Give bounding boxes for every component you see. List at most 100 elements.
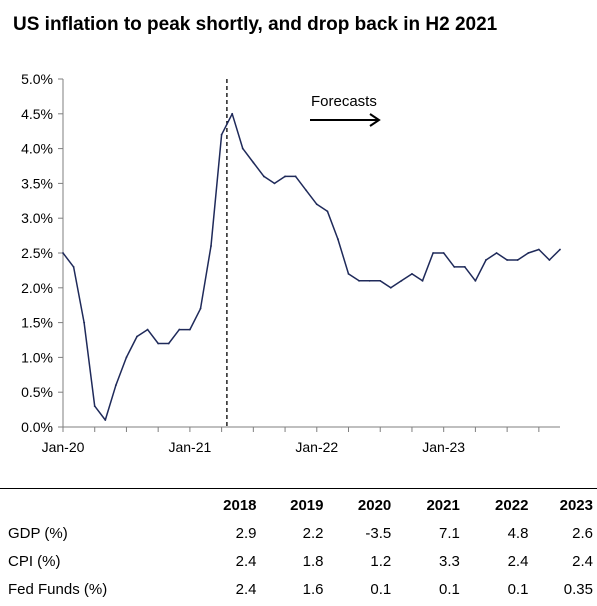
data-point xyxy=(241,147,244,150)
data-point xyxy=(421,279,424,282)
data-point xyxy=(284,175,286,178)
data-point xyxy=(93,405,96,408)
table-row: Fed Funds (%) 2.4 1.6 0.1 0.1 0.1 0.35 xyxy=(0,575,597,603)
chart-svg: 0.0% 0.5% 1.0% 1.5% 2.0% 2.5% 3.0% 3.5% 4.0% 4.5%… xyxy=(21,71,561,455)
data-point xyxy=(432,252,435,254)
data-point xyxy=(358,279,360,282)
table-cell: 1.2 xyxy=(370,552,392,570)
data-point xyxy=(72,266,75,268)
table-cell: 7.1 xyxy=(438,524,460,542)
data-point xyxy=(453,266,456,268)
col-header: 2019 xyxy=(290,496,324,514)
data-point xyxy=(442,252,445,254)
data-point xyxy=(178,328,181,331)
data-point xyxy=(125,356,128,359)
x-tick-label: Jan-20 xyxy=(42,439,85,455)
data-point xyxy=(411,272,413,275)
data-point xyxy=(273,182,276,185)
forecast-arrow xyxy=(310,113,381,127)
y-tick-label: 0.0% xyxy=(21,419,53,435)
table-top-rule xyxy=(0,488,597,489)
row-label: Fed Funds (%) xyxy=(8,580,108,598)
table-cell: 2.4 xyxy=(235,552,257,570)
y-tick-label: 2.5% xyxy=(21,245,53,261)
data-point xyxy=(485,259,487,261)
data-point xyxy=(199,307,202,310)
data-point xyxy=(389,286,392,289)
data-point xyxy=(263,175,265,178)
data-point xyxy=(136,335,138,338)
data-point xyxy=(400,279,403,282)
table-cell: 4.8 xyxy=(507,524,529,542)
data-point xyxy=(506,259,509,261)
data-point xyxy=(527,252,530,254)
data-point xyxy=(559,248,561,251)
table-cell: 2.9 xyxy=(235,524,257,542)
table-cell: 1.8 xyxy=(302,552,324,570)
data-point xyxy=(220,133,223,136)
row-label: GDP (%) xyxy=(8,524,68,542)
x-ticks: Jan-20 Jan-21 Jan-22 Jan-23 xyxy=(42,427,540,455)
y-tick-label: 1.0% xyxy=(21,349,53,365)
data-point xyxy=(210,245,212,247)
table-corner xyxy=(0,491,187,519)
y-tick-label: 3.0% xyxy=(21,210,53,226)
table-cell: 2.2 xyxy=(302,524,324,542)
table-cell: 0.1 xyxy=(438,580,460,598)
y-tick-label: 3.5% xyxy=(21,175,53,191)
data-point xyxy=(463,266,466,268)
table-row: GDP (%) 2.9 2.2 -3.5 7.1 4.8 2.6 xyxy=(0,519,597,547)
y-tick-label: 0.5% xyxy=(21,384,53,400)
data-point xyxy=(252,161,255,164)
table-cell: 2.4 xyxy=(572,552,593,570)
y-tick-label: 5.0% xyxy=(21,71,53,87)
col-header: 2023 xyxy=(559,496,593,514)
row-label: CPI (%) xyxy=(8,552,61,570)
col-header: 2018 xyxy=(223,496,257,514)
table-cell: 1.6 xyxy=(302,580,324,598)
macro-forecast-table: 2018 2019 2020 2021 2022 2023 GDP (%) 2.… xyxy=(0,491,597,603)
table-header-row: 2018 2019 2020 2021 2022 2023 xyxy=(0,491,597,519)
y-tick-label: 4.5% xyxy=(21,106,53,122)
data-point xyxy=(188,328,191,331)
data-point xyxy=(495,252,498,254)
data-point xyxy=(104,419,107,421)
table-cell: 0.1 xyxy=(507,580,529,598)
data-point xyxy=(326,210,329,213)
series-points xyxy=(62,112,561,421)
table-cell: 0.35 xyxy=(563,580,593,598)
data-point xyxy=(516,259,519,261)
y-tick-label: 4.0% xyxy=(21,141,53,157)
table-row: CPI (%) 2.4 1.8 1.2 3.3 2.4 2.4 xyxy=(0,547,597,575)
col-header: 2020 xyxy=(357,496,392,514)
chart-title: US inflation to peak shortly, and drop b… xyxy=(13,14,498,35)
data-point xyxy=(167,342,170,345)
data-point xyxy=(379,279,382,282)
table-cell: 2.4 xyxy=(507,552,529,570)
data-point xyxy=(157,342,160,345)
data-point xyxy=(548,259,551,261)
data-point xyxy=(305,189,308,192)
data-point xyxy=(337,238,339,240)
x-tick-label: Jan-23 xyxy=(422,439,465,455)
x-tick-label: Jan-21 xyxy=(168,439,211,455)
data-point xyxy=(231,112,234,115)
col-header: 2022 xyxy=(495,496,529,514)
data-point xyxy=(347,272,350,275)
data-point xyxy=(146,328,149,331)
data-point xyxy=(114,384,117,387)
data-point xyxy=(537,248,540,251)
y-tick-label: 1.5% xyxy=(21,315,53,331)
data-point xyxy=(83,321,86,324)
y-ticks: 0.0% 0.5% 1.0% 1.5% 2.0% 2.5% 3.0% 3.5% 4.0% 4.5%… xyxy=(21,71,63,435)
x-tick-label: Jan-22 xyxy=(295,439,338,455)
data-point xyxy=(62,252,64,254)
table-cell: 2.6 xyxy=(572,524,593,542)
data-point xyxy=(474,279,477,282)
data-point xyxy=(315,203,318,206)
table-cell: 0.1 xyxy=(370,580,392,598)
inflation-chart: 0.0% 0.5% 1.0% 1.5% 2.0% 2.5% 3.0% 3.5% 4.0% 4.5%… xyxy=(0,60,597,480)
y-tick-label: 2.0% xyxy=(21,280,53,296)
table-cell: 3.3 xyxy=(438,552,460,570)
table-cell: 2.4 xyxy=(235,580,257,598)
